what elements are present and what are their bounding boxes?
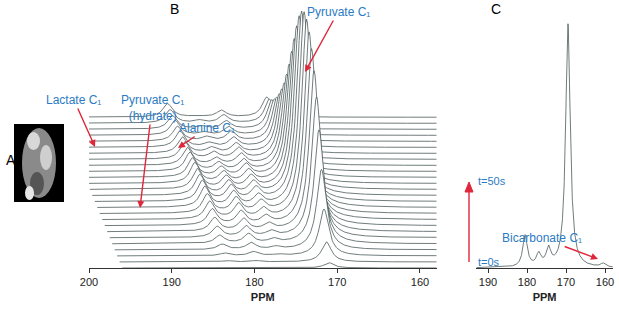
svg-text:B: B: [170, 1, 179, 17]
svg-text:160: 160: [411, 276, 429, 288]
svg-text:190: 190: [479, 276, 497, 288]
svg-text:PPM: PPM: [251, 291, 275, 303]
svg-text:Bicarbonate C₁: Bicarbonate C₁: [502, 231, 582, 245]
svg-text:180: 180: [245, 276, 263, 288]
svg-text:170: 170: [328, 276, 346, 288]
svg-text:180: 180: [518, 276, 536, 288]
svg-text:Pyruvate C₁: Pyruvate C₁: [307, 5, 370, 19]
svg-text:190: 190: [163, 276, 181, 288]
svg-text:160: 160: [596, 276, 614, 288]
svg-text:PPM: PPM: [533, 291, 557, 303]
svg-text:t=0s: t=0s: [478, 256, 500, 268]
svg-text:A: A: [6, 152, 16, 168]
svg-text:C: C: [491, 1, 501, 17]
svg-text:200: 200: [80, 276, 98, 288]
svg-text:Alanine C₁: Alanine C₁: [179, 121, 235, 135]
svg-text:Lactate C₁: Lactate C₁: [46, 93, 101, 107]
svg-text:t=50s: t=50s: [478, 175, 506, 187]
svg-text:Pyruvate C₁(hydrate): Pyruvate C₁(hydrate): [121, 93, 184, 123]
svg-text:170: 170: [557, 276, 575, 288]
